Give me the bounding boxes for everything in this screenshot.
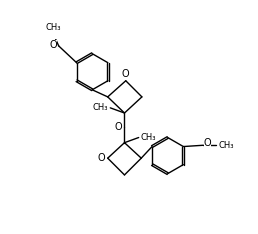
- Text: CH₃: CH₃: [93, 103, 108, 112]
- Text: O: O: [204, 138, 212, 148]
- Text: O: O: [122, 69, 130, 79]
- Text: CH₃: CH₃: [141, 133, 156, 142]
- Text: O: O: [50, 40, 58, 50]
- Text: CH₃: CH₃: [46, 23, 61, 32]
- Text: CH₃: CH₃: [219, 141, 234, 150]
- Text: O: O: [114, 122, 122, 132]
- Text: O: O: [98, 153, 105, 163]
